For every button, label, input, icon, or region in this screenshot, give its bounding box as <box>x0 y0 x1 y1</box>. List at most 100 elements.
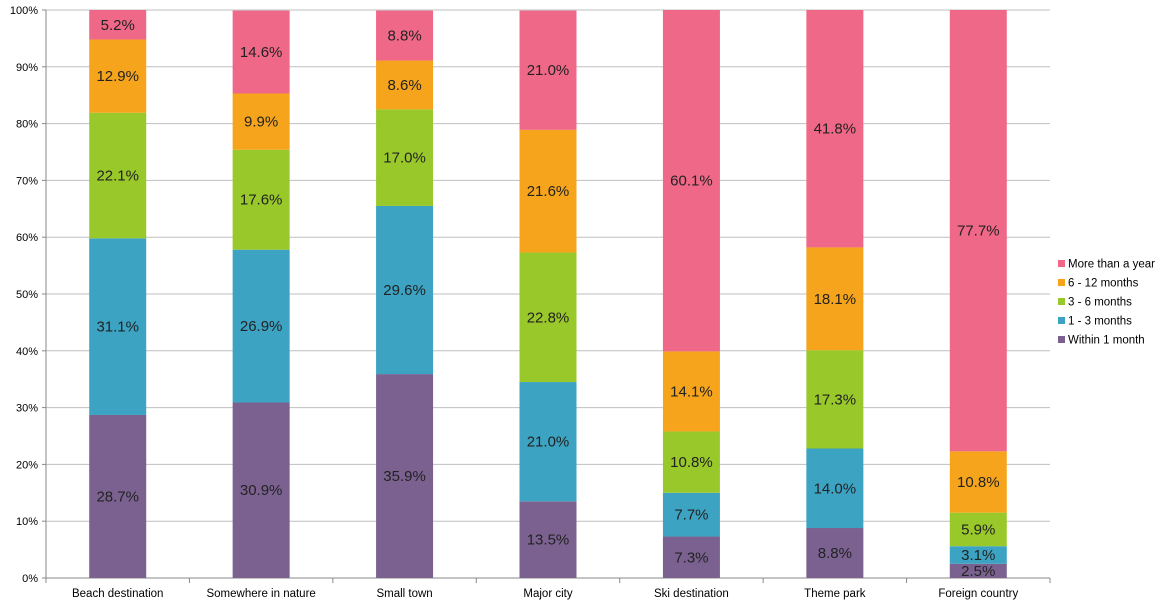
bar-segment <box>232 249 290 403</box>
data-label: 17.6% <box>240 192 283 209</box>
bar-segment <box>519 129 577 253</box>
y-tick-label: 20% <box>16 459 38 471</box>
data-label: 30.9% <box>240 482 283 499</box>
bar-segment <box>806 247 864 351</box>
data-label: 18.1% <box>814 291 857 308</box>
bar-segment <box>89 112 147 239</box>
bar-segment <box>806 10 864 248</box>
legend-label: 1 - 3 months <box>1068 316 1132 328</box>
bar-segment <box>232 93 290 150</box>
category-label: Ski destination <box>654 588 729 600</box>
legend-label: 6 - 12 months <box>1068 278 1139 290</box>
bar-segment <box>519 382 577 502</box>
y-tick-label: 90% <box>16 62 38 74</box>
legend-swatch <box>1058 279 1065 286</box>
data-label: 10.8% <box>670 454 713 471</box>
data-label: 5.2% <box>101 17 135 34</box>
y-tick-label: 80% <box>16 119 38 131</box>
bar-segment <box>806 528 864 578</box>
bar-segment <box>89 414 147 578</box>
data-label: 17.3% <box>814 391 857 408</box>
legend-swatch <box>1058 317 1065 324</box>
y-tick-label: 50% <box>16 289 38 301</box>
data-label: 21.6% <box>527 183 570 200</box>
data-label: 12.9% <box>96 68 139 85</box>
bar-segment <box>376 109 434 206</box>
data-label: 26.9% <box>240 318 283 335</box>
y-tick-label: 70% <box>16 175 38 187</box>
data-label: 14.1% <box>670 383 713 400</box>
bars <box>89 10 1007 578</box>
data-label: 22.8% <box>527 309 570 326</box>
data-label: 17.0% <box>383 150 426 167</box>
bar-segment <box>949 546 1007 564</box>
y-tick-label: 40% <box>16 346 38 358</box>
legend-label: More than a year <box>1068 259 1155 271</box>
bar-segment <box>519 501 577 578</box>
category-label: Foreign country <box>938 588 1018 600</box>
data-label: 77.7% <box>957 223 1000 240</box>
bar-segment <box>662 492 720 537</box>
data-labels: 28.7% 31.1% 22.1% 12.9% 5.2% 30.9% 26.9% 17.6% 9… <box>96 17 999 580</box>
bar-segment <box>376 374 434 578</box>
category-label: Small town <box>376 588 432 600</box>
bar-segment <box>232 149 290 250</box>
data-label: 21.0% <box>527 434 570 451</box>
bar-segment <box>662 10 720 352</box>
legend-label: Within 1 month <box>1068 335 1145 347</box>
bar-segment <box>662 536 720 578</box>
bar-segment <box>519 10 577 130</box>
bar-segment <box>662 431 720 493</box>
data-label: 14.6% <box>240 44 283 61</box>
data-label: 5.9% <box>961 521 995 538</box>
bar-segment <box>89 238 147 415</box>
category-label: Somewhere in nature <box>206 588 315 600</box>
category-label: Theme park <box>804 588 866 600</box>
data-label: 10.8% <box>957 474 1000 491</box>
bar-segment <box>376 205 434 375</box>
bar-segment <box>949 10 1007 452</box>
bar-segment <box>89 10 147 40</box>
category-label: Major city <box>523 588 572 600</box>
data-label: 14.0% <box>814 480 857 497</box>
bar-segment <box>519 252 577 383</box>
data-label: 3.1% <box>961 547 995 564</box>
legend: More than a year 6 - 12 months 3 - 6 month… <box>1058 259 1155 347</box>
y-tick-label: 60% <box>16 232 38 244</box>
data-label: 2.5% <box>961 563 995 580</box>
data-label: 7.3% <box>674 549 708 566</box>
data-label: 31.1% <box>96 319 139 336</box>
data-label: 9.9% <box>244 114 278 131</box>
data-label: 41.8% <box>814 121 857 138</box>
data-label: 28.7% <box>96 488 139 505</box>
bar-segment <box>949 451 1007 513</box>
bar-segment <box>949 563 1007 578</box>
legend-swatch <box>1058 298 1065 305</box>
data-label: 8.8% <box>387 28 421 45</box>
data-label: 60.1% <box>670 173 713 190</box>
bar-segment <box>376 60 434 110</box>
bar-segment <box>89 39 147 113</box>
data-label: 21.0% <box>527 62 570 79</box>
bar-segment <box>662 351 720 432</box>
y-tick-label: 10% <box>16 516 38 528</box>
y-tick-label: 30% <box>16 403 38 415</box>
bar-segment <box>806 448 864 529</box>
bar-segment <box>806 350 864 449</box>
data-label: 22.1% <box>96 168 139 185</box>
bar-segment <box>949 512 1007 547</box>
bar-segment <box>376 10 434 61</box>
legend-swatch <box>1058 336 1065 343</box>
y-tick-label: 0% <box>22 573 38 585</box>
bar-segment <box>232 10 290 94</box>
data-label: 13.5% <box>527 532 570 549</box>
legend-label: 3 - 6 months <box>1068 297 1132 309</box>
bar-segment <box>232 402 290 578</box>
data-label: 29.6% <box>383 282 426 299</box>
legend-swatch <box>1058 260 1065 267</box>
data-label: 8.6% <box>387 77 421 94</box>
y-tick-label: 100% <box>10 5 38 17</box>
category-label: Beach destination <box>72 588 163 600</box>
